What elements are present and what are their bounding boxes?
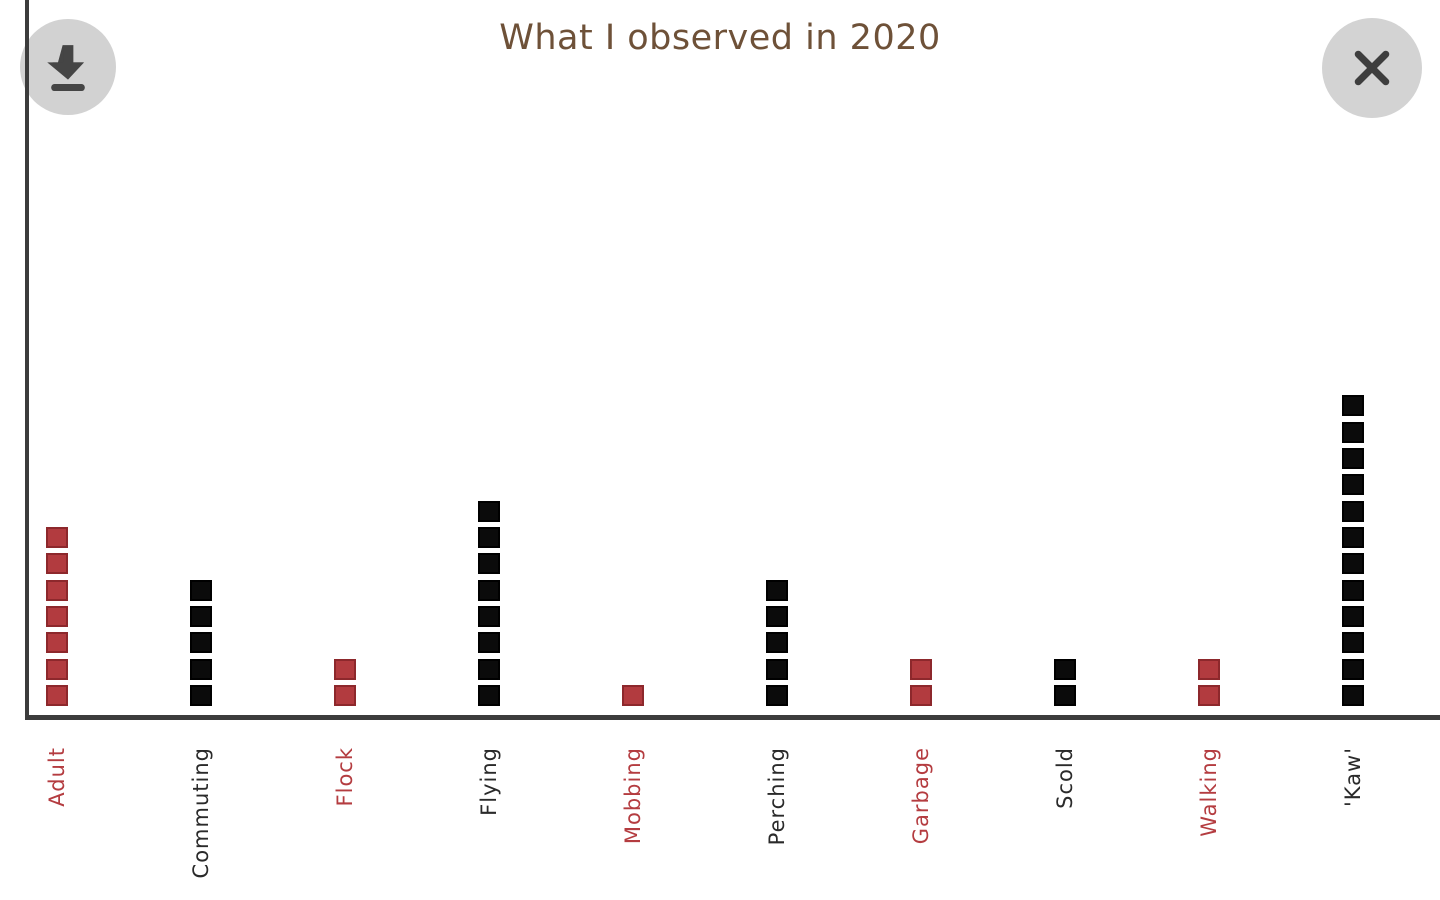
unit-square [478,500,500,522]
x-tick-label: Garbage [909,747,933,845]
unit-square [46,526,68,548]
close-icon [1354,50,1390,86]
chart-title: What I observed in 2020 [499,18,941,58]
unit-square [910,658,932,680]
unit-square [478,579,500,601]
unit-square [766,658,788,680]
x-tick-label: Adult [45,747,69,807]
unit-square [478,632,500,654]
close-button[interactable] [1322,18,1422,118]
x-tick-label: Walking [1197,747,1221,837]
unit-square [190,605,212,627]
download-icon [47,45,85,92]
unit-square [46,632,68,654]
unit-square [1342,395,1364,417]
unit-square [910,685,932,706]
unit-square [478,605,500,627]
unit-square [1342,579,1364,601]
unit-square [334,658,356,680]
unit-square [1342,553,1364,575]
unit-square [1342,500,1364,522]
x-tick-label: Scold [1053,747,1077,809]
unit-square [1342,658,1364,680]
x-tick-label: Mobbing [621,747,645,845]
unit-square [1342,526,1364,548]
unit-square [622,685,644,706]
unit-square [46,605,68,627]
unit-square [766,632,788,654]
unit-square [46,685,68,706]
unit-square [478,526,500,548]
unit-square [46,579,68,601]
x-tick-label: Perching [765,747,789,846]
unit-square [478,658,500,680]
unit-square [46,658,68,680]
unit-square [190,658,212,680]
x-tick-label: Flock [333,747,357,807]
unit-square [1342,447,1364,469]
download-button[interactable] [20,19,116,115]
x-axis-line [25,715,1440,720]
unit-square [478,685,500,706]
x-tick-label: 'Kaw' [1341,747,1365,807]
unit-square [1342,632,1364,654]
unit-square [190,685,212,706]
x-tick-label: Commuting [189,747,213,879]
unit-square [1198,685,1220,706]
unit-square [1342,421,1364,443]
unit-square [766,605,788,627]
unit-square [190,632,212,654]
unit-square [1054,685,1076,706]
unit-square [334,685,356,706]
unit-square [766,579,788,601]
y-axis-spine [25,0,29,720]
unit-square [1342,474,1364,496]
unit-square [766,685,788,706]
unit-square [1198,658,1220,680]
unit-square [46,553,68,575]
unit-square [1054,658,1076,680]
unit-square [478,553,500,575]
unit-square [1342,685,1364,706]
unit-square [190,579,212,601]
unit-square [1342,605,1364,627]
x-tick-label: Flying [477,747,501,816]
